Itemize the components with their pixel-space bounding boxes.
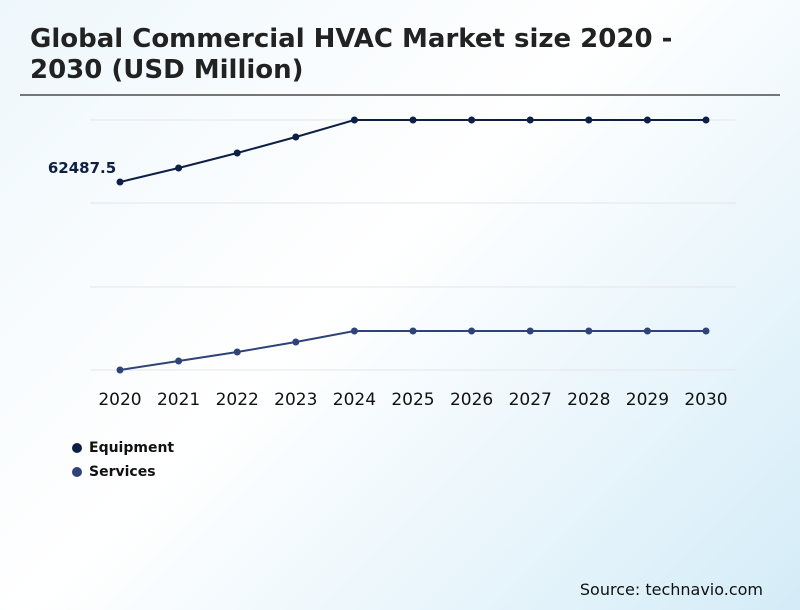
source-text: Source: technavio.com [579, 580, 763, 599]
x-tick-label: 2029 [626, 390, 669, 410]
data-point [116, 178, 124, 186]
data-point [643, 116, 651, 124]
data-point [585, 116, 593, 124]
x-tick-label: 2022 [216, 390, 259, 410]
legend-item-services: Services [72, 460, 174, 484]
data-point [526, 327, 534, 335]
data-point [468, 116, 476, 124]
x-tick-label: 2026 [450, 390, 493, 410]
data-point [233, 348, 241, 356]
data-point [350, 327, 358, 335]
legend-label: Services [89, 464, 156, 480]
legend-marker-icon [72, 467, 82, 477]
legend-marker-icon [72, 443, 82, 453]
data-point [350, 116, 358, 124]
legend: Equipment Services [72, 436, 174, 484]
series-line-equipment [119, 119, 706, 183]
x-tick-label: 2024 [333, 390, 376, 410]
data-point [409, 327, 417, 335]
data-point [175, 357, 183, 365]
data-label: 62487.5 [48, 159, 116, 177]
x-tick-label: 2027 [509, 390, 552, 410]
data-point [292, 338, 300, 346]
x-tick-label: 2021 [157, 390, 200, 410]
data-point [175, 164, 183, 172]
data-point [468, 327, 476, 335]
data-point [585, 327, 593, 335]
data-point [702, 327, 710, 335]
title-divider [20, 94, 780, 96]
legend-item-equipment: Equipment [72, 436, 174, 460]
chart-title: Global Commercial HVAC Market size 2020 … [30, 24, 673, 85]
data-point [526, 116, 534, 124]
legend-label: Equipment [89, 440, 175, 456]
x-tick-label: 2030 [684, 390, 727, 410]
data-point [292, 133, 300, 141]
data-point [702, 116, 710, 124]
x-tick-label: 2028 [567, 390, 610, 410]
x-tick-label: 2025 [391, 390, 434, 410]
data-point [116, 366, 124, 374]
data-point [409, 116, 417, 124]
data-point [233, 149, 241, 157]
series-line-services [119, 330, 706, 371]
x-tick-label: 2023 [274, 390, 317, 410]
data-point [643, 327, 651, 335]
x-tick-label: 2020 [98, 390, 141, 410]
